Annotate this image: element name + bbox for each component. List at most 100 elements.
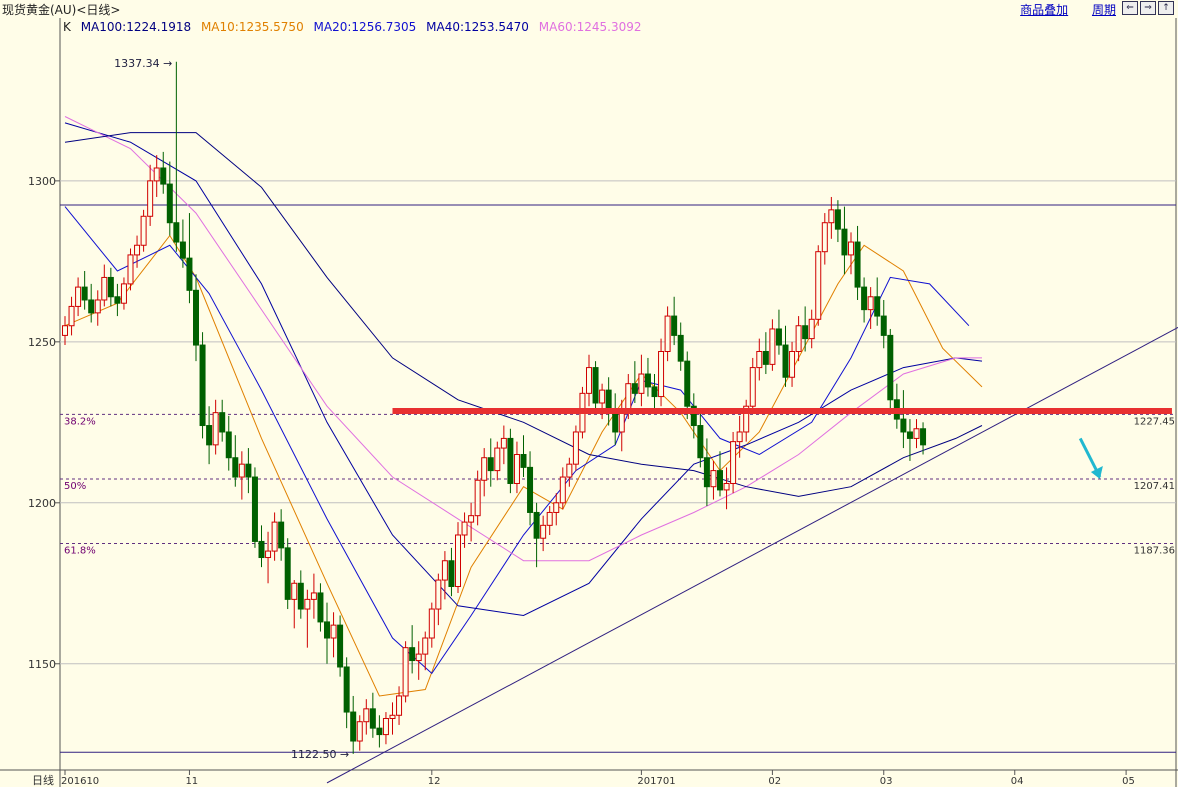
candle [717,451,723,497]
candle-body [717,470,723,491]
x-tick-label: 201701 [637,776,675,787]
candle-body [81,286,88,301]
candle-body [854,241,861,288]
candle [913,419,920,449]
candle-body [179,241,186,259]
candle-body [671,315,678,336]
candle [664,306,671,362]
candle-body [356,721,363,742]
candle [324,602,330,664]
candle [887,328,894,413]
high-annotation: 1337.34 → [114,57,172,70]
candle-body [743,405,750,433]
candle-body [795,325,802,352]
candle [435,573,442,626]
candle-body [638,373,645,394]
candle-body [114,296,121,304]
candle [638,354,645,407]
candle [553,493,560,526]
candle [297,570,304,619]
candle [206,406,213,465]
candle [703,438,710,507]
candle-body [134,244,141,256]
candle [527,451,534,526]
fib-level-label: 50% [64,481,86,492]
candle [134,235,141,268]
candle-body [815,251,822,320]
candle [251,467,258,548]
candle [212,399,219,455]
nav-up-icon[interactable]: ↑ [1158,1,1174,15]
candle-body [101,276,108,301]
candle-body [461,521,468,536]
candle-body [874,296,881,317]
legend-ma10: MA10:1235.5750 [200,20,304,34]
candle [310,573,317,619]
candle [356,715,363,751]
candle-body [153,167,160,182]
candle [330,612,337,658]
candle [874,277,881,326]
candle-body [690,405,697,427]
candle [487,438,494,487]
candle [815,245,822,326]
candle-body [769,328,776,365]
candle-body [658,350,665,398]
candle [854,225,861,300]
candle-body [749,367,756,407]
period-link[interactable]: 周期 [1091,3,1116,17]
candle [802,306,809,352]
fib-level-label: 38.2% [64,416,96,427]
candle [762,332,769,375]
candle-body [310,592,317,600]
candle-body [631,383,638,394]
candle [749,357,756,413]
candle-body [789,350,796,378]
candle-body [913,428,920,439]
candle-body [867,296,874,311]
candle [893,383,900,429]
candle-body [625,383,632,410]
x-tick-label: 03 [880,776,893,787]
nav-left-icon[interactable]: ⇐ [1122,1,1138,15]
candle-body [500,437,507,449]
candle [841,206,848,275]
x-tick-label: 11 [185,776,198,787]
candle [867,287,874,329]
candle [834,200,841,243]
candle-body [120,283,127,304]
legend-ma20: MA20:1256.7305 [313,20,417,34]
candle [94,290,101,326]
candle-body [297,582,304,610]
x-tick-label: 201610 [61,776,99,787]
candle [736,415,743,458]
candle-body [422,637,429,655]
candle [199,332,206,439]
candle [193,274,199,362]
candle [166,161,173,236]
candle-body [586,367,592,394]
candle-body [212,412,219,446]
candle-body [520,454,527,468]
candle-body [245,463,252,478]
toolbar-links: 商品叠加 周期 [1000,1,1116,18]
candle-body [612,412,619,433]
candle-body [841,228,848,256]
nav-right-icon[interactable]: ⇒ [1140,1,1156,15]
candle [186,213,193,304]
candle [114,283,121,317]
candle-body [775,328,782,346]
candle-body [441,560,448,581]
candle-body [513,454,520,484]
overlay-link[interactable]: 商品叠加 [1020,3,1069,17]
candle [409,625,416,674]
candle-body [487,457,494,472]
x-tick-label: 02 [768,776,781,787]
candle [238,451,245,500]
x-tick-label: 12 [428,776,441,787]
candle-body [389,714,396,719]
candle [500,425,507,465]
candle-body [376,727,383,736]
candle-body [238,463,245,478]
